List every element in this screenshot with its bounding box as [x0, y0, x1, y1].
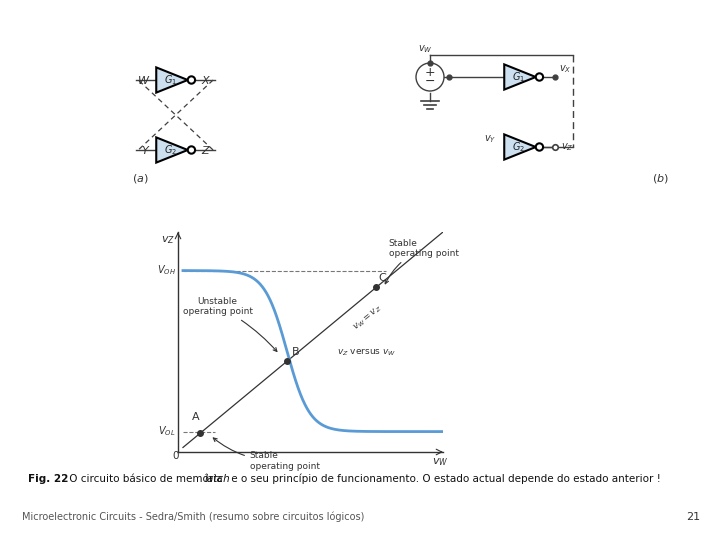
Text: $X$: $X$ [201, 74, 212, 86]
Text: Stable
operating point: Stable operating point [385, 239, 459, 284]
Text: $Z$: $Z$ [201, 144, 211, 156]
Text: C: C [379, 273, 387, 283]
Polygon shape [156, 68, 188, 92]
Text: $G_2$: $G_2$ [164, 143, 178, 157]
Text: Unstable
operating point: Unstable operating point [183, 296, 277, 352]
Text: $v_Z$ versus $v_W$: $v_Z$ versus $v_W$ [336, 347, 395, 358]
Text: 0: 0 [173, 451, 179, 461]
Text: Microelectronic Circuits - Sedra/Smith (resumo sobre circuitos lógicos): Microelectronic Circuits - Sedra/Smith (… [22, 511, 364, 522]
Text: $v_X$: $v_X$ [559, 63, 572, 75]
Text: B: B [292, 347, 300, 357]
Text: −: − [425, 75, 436, 87]
Text: $v_W = v_Z$: $v_W = v_Z$ [351, 303, 384, 333]
Text: $W$: $W$ [137, 74, 150, 86]
Text: Stable
operating point: Stable operating point [213, 438, 320, 471]
Text: $v_Z$: $v_Z$ [561, 141, 574, 153]
Circle shape [536, 143, 543, 151]
Circle shape [188, 146, 195, 154]
Text: $v_W$: $v_W$ [418, 43, 432, 55]
Text: $(a)$: $(a)$ [132, 172, 148, 185]
Text: Fig. 22: Fig. 22 [28, 474, 68, 484]
Text: 21: 21 [686, 512, 700, 522]
Text: $V_{OH}$: $V_{OH}$ [156, 264, 176, 278]
Text: A: A [192, 412, 199, 422]
Text: $v_Y$: $v_Y$ [484, 133, 496, 145]
Polygon shape [156, 137, 188, 163]
Text: +: + [425, 66, 436, 79]
Text: $G_1$: $G_1$ [164, 73, 178, 87]
Text: $v_W$: $v_W$ [432, 456, 449, 468]
Circle shape [188, 76, 195, 84]
Circle shape [416, 63, 444, 91]
Polygon shape [504, 134, 536, 160]
Text: O circuito básico de memória: O circuito básico de memória [66, 474, 226, 484]
Text: $G_2$: $G_2$ [513, 140, 526, 154]
Text: latch: latch [205, 474, 230, 484]
Text: $(b)$: $(b)$ [652, 172, 668, 185]
Text: e o seu princípio de funcionamento. O estado actual depende do estado anterior !: e o seu princípio de funcionamento. O es… [228, 474, 661, 484]
Text: $G_1$: $G_1$ [513, 70, 526, 84]
Text: $Y$: $Y$ [140, 144, 150, 156]
Polygon shape [504, 64, 536, 90]
Circle shape [536, 73, 543, 80]
Text: $V_{OL}$: $V_{OL}$ [158, 424, 176, 438]
Text: $v_Z$: $v_Z$ [161, 234, 176, 246]
